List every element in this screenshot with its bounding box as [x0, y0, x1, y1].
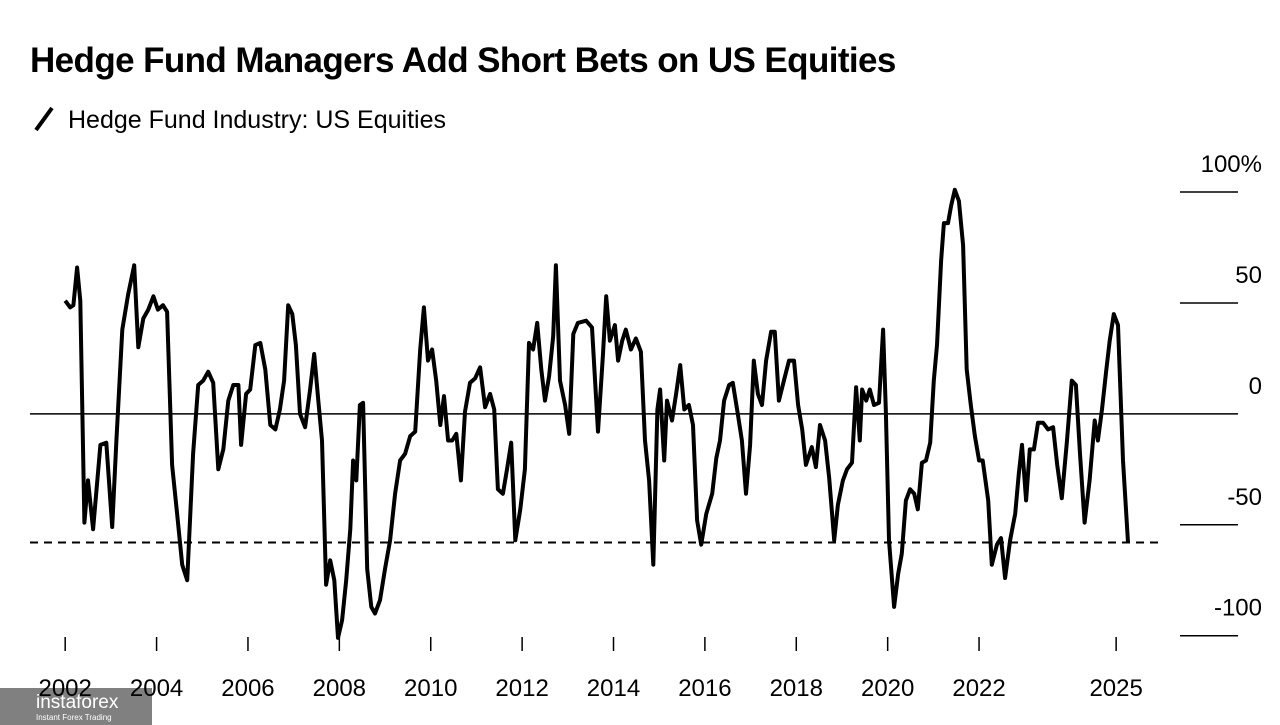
x-tick-label: 2004	[130, 675, 183, 702]
x-tick-label: 2006	[221, 675, 274, 702]
x-tick-label: 2018	[770, 675, 823, 702]
x-tick-label: 2012	[495, 675, 548, 702]
x-tick-label: 2014	[587, 675, 640, 702]
y-tick-label: -50	[1227, 484, 1262, 511]
x-tick-label: 2002	[38, 675, 91, 702]
x-tick-label: 2020	[861, 675, 914, 702]
y-tick-label: 0	[1249, 373, 1262, 400]
x-tick-label: 2025	[1089, 675, 1142, 702]
y-tick-label: 100%	[1201, 151, 1262, 178]
watermark: instaforex Instant Forex Trading	[0, 688, 152, 725]
y-tick-label: 50	[1235, 262, 1262, 289]
watermark-tagline: Instant Forex Trading	[36, 713, 112, 722]
legend-label: Hedge Fund Industry: US Equities	[68, 106, 446, 134]
x-tick-label: 2008	[313, 675, 366, 702]
y-tick-label: -100	[1214, 595, 1262, 622]
x-tick-label: 2022	[952, 675, 1005, 702]
chart-title: Hedge Fund Managers Add Short Bets on US…	[30, 41, 896, 80]
watermark-bg	[0, 688, 152, 725]
legend-icon	[34, 106, 54, 132]
x-tick-label: 2010	[404, 675, 457, 702]
watermark-name: instaforex	[36, 692, 119, 713]
x-tick-label: 2016	[678, 675, 731, 702]
series-line	[63, 187, 1130, 640]
